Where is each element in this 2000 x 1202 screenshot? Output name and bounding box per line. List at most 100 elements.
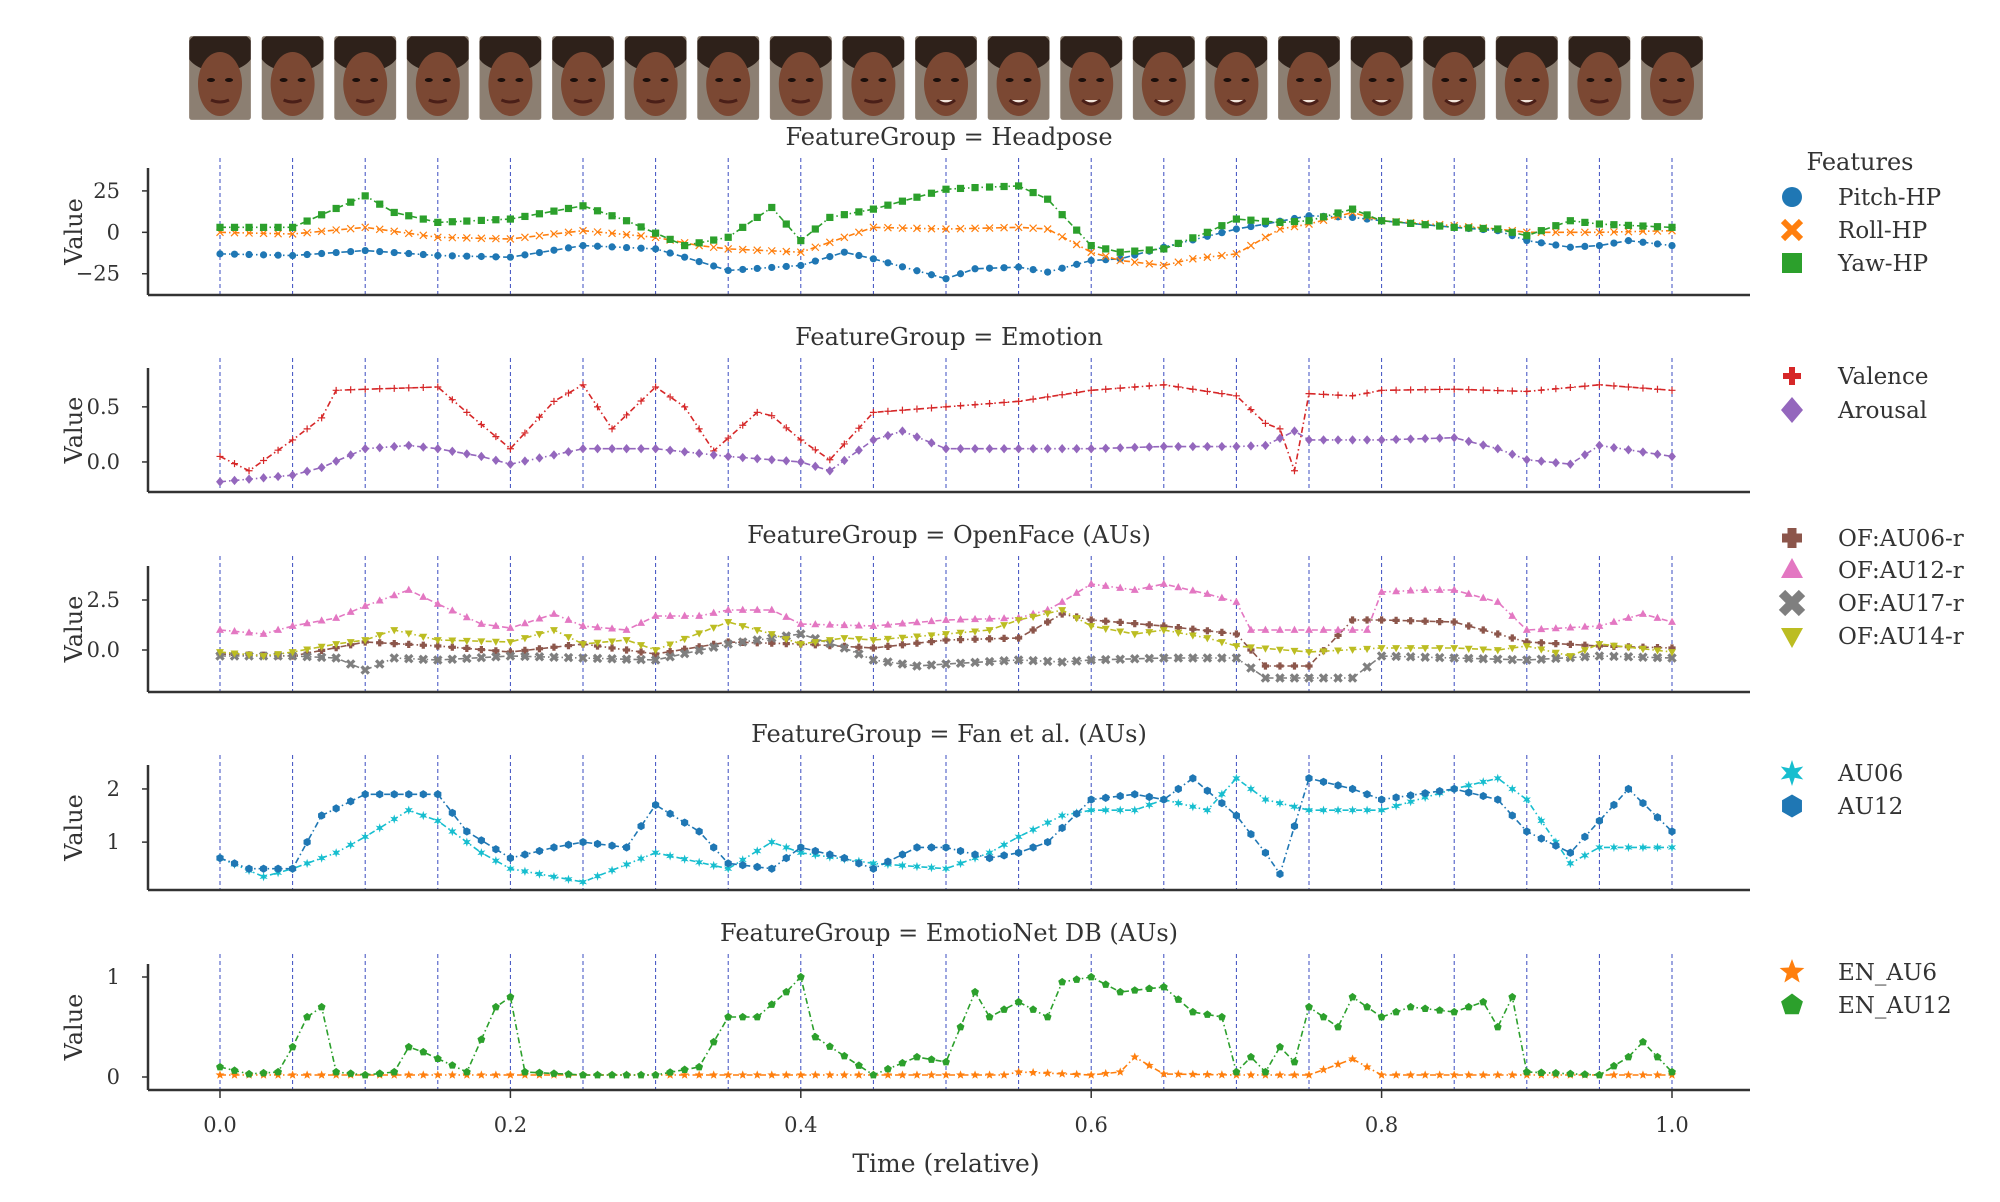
data-point (434, 642, 442, 650)
data-point (1043, 610, 1052, 618)
data-point (883, 620, 892, 628)
data-point (1145, 984, 1154, 993)
data-point (1450, 223, 1458, 231)
data-point (622, 637, 631, 645)
data-point (1174, 583, 1183, 591)
data-point (767, 1070, 777, 1079)
data-point (491, 1070, 501, 1079)
data-point (767, 1000, 776, 1008)
data-point (1595, 641, 1604, 649)
data-point (1507, 654, 1518, 665)
data-point (405, 384, 413, 392)
data-point (1376, 651, 1387, 661)
panel-title: FeatureGroup = Headpose (785, 123, 1112, 151)
data-point (1231, 653, 1242, 663)
data-point (1594, 651, 1605, 661)
data-point (1189, 385, 1197, 393)
y-tick-label: 0 (107, 1065, 120, 1089)
data-point (1537, 646, 1546, 654)
data-point (317, 853, 326, 863)
data-point (1174, 441, 1183, 452)
data-point (1116, 805, 1125, 815)
facet-panels: FeatureGroup = HeadposeValue250−25Featur… (60, 123, 1750, 1092)
video-frame-strip (189, 36, 1703, 120)
data-point (550, 450, 558, 460)
data-point (622, 217, 631, 225)
data-point (405, 790, 413, 799)
data-point (869, 644, 877, 652)
data-point (956, 224, 965, 233)
data-point (1261, 440, 1270, 451)
legend-title: Features (1807, 148, 1914, 176)
data-point (492, 253, 500, 261)
data-point (1668, 241, 1676, 250)
data-point (984, 656, 995, 667)
legend-entry: Yaw-HP (1782, 251, 1928, 277)
data-point (797, 843, 805, 852)
data-point (1305, 217, 1313, 225)
data-point (1653, 240, 1662, 248)
data-point (564, 634, 573, 642)
data-point (1115, 654, 1125, 664)
y-tick-label: 25 (93, 179, 120, 203)
data-point (230, 475, 239, 486)
data-point (637, 1070, 646, 1079)
data-point (1551, 228, 1560, 237)
data-point (869, 637, 878, 645)
data-point (608, 841, 616, 850)
data-point (1522, 643, 1531, 651)
data-point (404, 440, 413, 451)
legend-marker (1779, 959, 1805, 983)
data-point (1348, 646, 1357, 654)
data-point (811, 446, 819, 454)
data-point (245, 467, 253, 475)
data-point (1421, 585, 1430, 593)
data-point (1580, 1070, 1589, 1078)
data-point (913, 224, 921, 233)
data-point (1334, 391, 1342, 399)
data-point (1319, 805, 1328, 815)
data-point (898, 426, 907, 436)
data-point (1290, 1070, 1299, 1079)
data-point (622, 625, 631, 633)
data-point (1378, 217, 1386, 225)
data-point (404, 653, 414, 664)
data-point (535, 645, 544, 653)
data-point (260, 456, 268, 464)
data-point (1392, 645, 1401, 653)
data-point (289, 864, 297, 873)
data-point (564, 615, 573, 623)
data-point (1000, 851, 1008, 860)
data-point (1246, 441, 1255, 451)
data-point (476, 652, 487, 663)
data-point (1217, 251, 1226, 260)
data-point (985, 853, 994, 863)
data-point (1566, 1069, 1575, 1078)
data-point (1609, 651, 1619, 662)
data-point (216, 477, 224, 487)
data-point (1406, 645, 1415, 653)
data-point (1479, 593, 1488, 601)
data-point (390, 248, 398, 257)
data-point (1349, 392, 1357, 400)
data-point (1116, 255, 1124, 263)
data-point (1159, 653, 1169, 663)
data-point (1610, 382, 1618, 390)
data-point (1668, 223, 1676, 231)
data-point (332, 804, 340, 813)
data-point (1130, 442, 1139, 453)
data-point (1392, 386, 1400, 394)
data-point (1420, 1070, 1430, 1079)
series-en-au6 (215, 1052, 1677, 1079)
data-point (593, 839, 602, 849)
data-point (1508, 228, 1516, 236)
data-point (1463, 653, 1474, 664)
legend-entry: Valence (1783, 364, 1928, 390)
data-point (1435, 1006, 1444, 1014)
data-point (1595, 381, 1603, 389)
data-point (985, 848, 994, 858)
video-frame-thumbnail (769, 36, 832, 120)
data-point (1305, 662, 1313, 670)
data-point (666, 1068, 675, 1076)
data-point (1434, 652, 1445, 663)
